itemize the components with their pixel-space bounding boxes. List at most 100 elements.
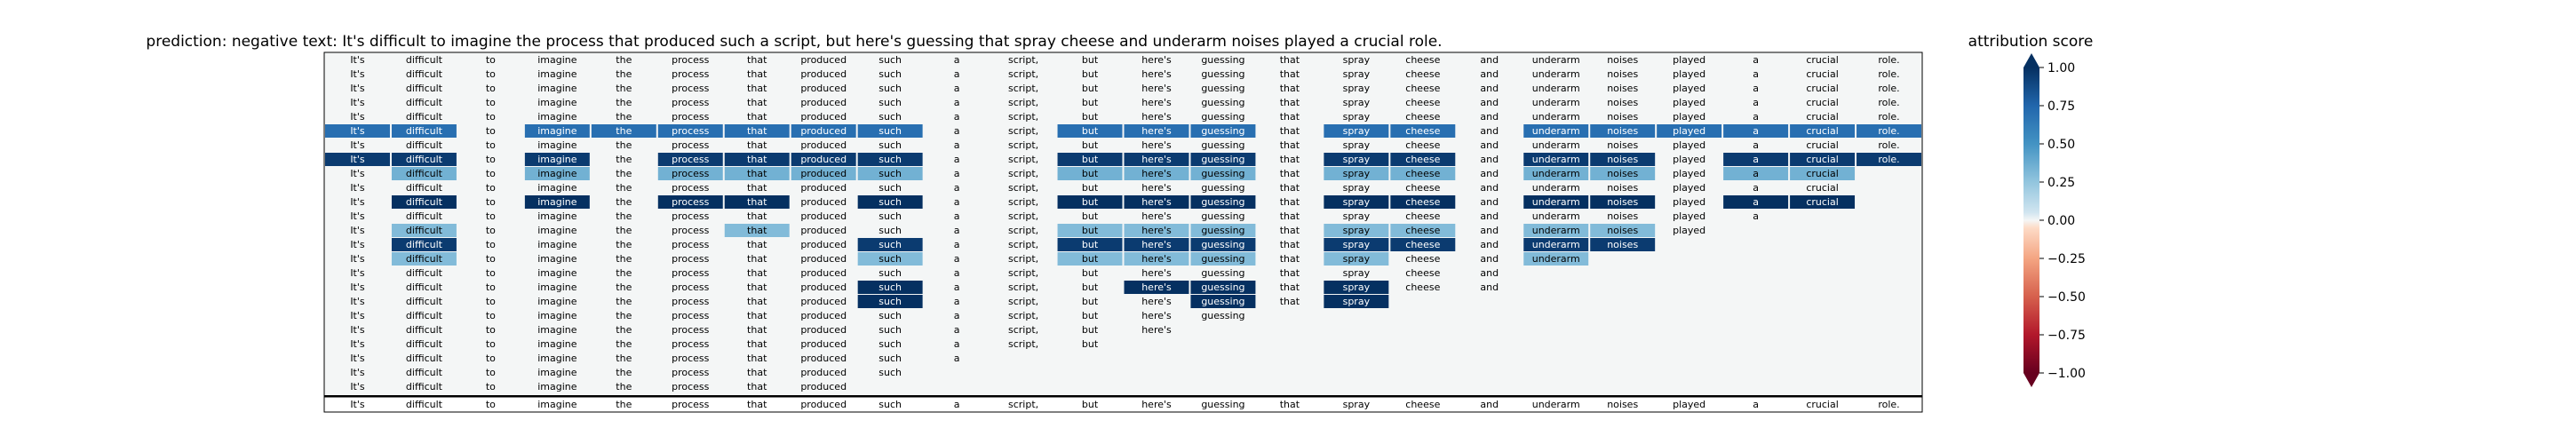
cell-token-label: role. (1878, 154, 1899, 165)
cell-token-label: a (954, 210, 960, 222)
cell-token-label: crucial (1806, 111, 1838, 123)
cell-token-label: and (1480, 168, 1499, 179)
cell-token-label: crucial (1806, 83, 1838, 94)
cell-token-label: but (1082, 324, 1099, 336)
cell-token-label: script, (1008, 83, 1038, 94)
cell-token-label: that (1280, 196, 1300, 208)
cell-token-label: difficult (406, 210, 443, 222)
cell-token-label: process (672, 154, 710, 165)
cell-token-label: here's (1141, 196, 1172, 208)
heatmap-cell (1190, 224, 1256, 237)
cell-token-label: but (1082, 125, 1099, 137)
heatmap-cell (1657, 124, 1722, 138)
cell-token-label: script, (1008, 54, 1038, 66)
cell-token-label: a (1753, 83, 1759, 94)
cell-token-label: the (616, 281, 632, 293)
cell-token-label: but (1082, 83, 1099, 94)
cell-token-label: the (616, 196, 632, 208)
cell-token-label: played (1673, 154, 1705, 165)
cell-token-label: that (747, 111, 767, 123)
heatmap-cell (1124, 238, 1189, 251)
cell-token-label: a (954, 154, 960, 165)
cell-token-label: that (1280, 281, 1300, 293)
cell-token-label: spray (1343, 267, 1371, 279)
cell-token-label: played (1673, 83, 1705, 94)
cell-token-label: a (1753, 182, 1759, 194)
cell-token-label: noises (1607, 111, 1638, 123)
cell-token-label: but (1082, 168, 1099, 179)
cell-token-label: but (1082, 182, 1099, 194)
cell-token-label: but (1082, 338, 1099, 350)
axis-token-label: noises (1607, 399, 1638, 410)
cell-token-label: a (954, 54, 960, 66)
cell-token-label: produced (800, 281, 847, 293)
cell-token-label: difficult (406, 182, 443, 194)
heatmap-row: It's difficult to imagine the process that prod… (350, 252, 1589, 266)
heatmap-cell (1190, 238, 1256, 251)
axis-token-label: to (486, 399, 496, 410)
cell-token-label: noises (1607, 225, 1638, 236)
cell-token-label: played (1673, 139, 1705, 151)
cell-token-label: produced (800, 68, 847, 80)
cell-token-label: It's (350, 225, 365, 236)
cell-token-label: such (879, 210, 902, 222)
heatmap-row: It's difficult to imagine the process that prod… (350, 224, 1705, 237)
cell-token-label: difficult (406, 267, 443, 279)
heatmap-cell (1057, 167, 1123, 180)
cell-token-label: played (1673, 182, 1705, 194)
cell-token-label: but (1082, 267, 1099, 279)
heatmap-cell (391, 153, 457, 166)
cell-token-label: underarm (1532, 54, 1580, 66)
cell-token-label: difficult (406, 139, 443, 151)
axis-token-label: underarm (1532, 399, 1580, 410)
cell-token-label: but (1082, 253, 1099, 265)
heatmap-cell (1190, 153, 1256, 166)
cell-token-label: to (486, 267, 496, 279)
axis-token-label: imagine (537, 399, 577, 410)
cell-token-label: a (954, 97, 960, 108)
axis-token-label: produced (800, 399, 847, 410)
cell-token-label: It's (350, 324, 365, 336)
cell-token-label: that (747, 381, 767, 392)
cell-token-label: script, (1008, 68, 1038, 80)
cell-token-label: guessing (1201, 83, 1244, 94)
cell-token-label: It's (350, 253, 365, 265)
colorbar-tick-label: 0.00 (2047, 214, 2075, 228)
cell-token-label: difficult (406, 253, 443, 265)
cell-token-label: a (954, 353, 960, 364)
cell-token-label: to (486, 125, 496, 137)
heatmap-cell (1390, 167, 1456, 180)
cell-token-label: that (747, 239, 767, 250)
heatmap-cell (1790, 167, 1856, 180)
cell-token-label: difficult (406, 310, 443, 321)
cell-token-label: a (954, 296, 960, 307)
heatmap-row: It's difficult to imagine the process that prod… (350, 295, 1389, 308)
axis-token-label: crucial (1806, 399, 1838, 410)
cell-token-label: noises (1607, 196, 1638, 208)
cell-token-label: It's (350, 281, 365, 293)
cell-token-label: such (879, 139, 902, 151)
cell-token-label: here's (1141, 225, 1172, 236)
heatmap-frame (323, 52, 1923, 398)
cell-token-label: spray (1343, 296, 1371, 307)
cell-token-label: It's (350, 267, 365, 279)
cell-token-label: script, (1008, 97, 1038, 108)
heatmap-row: It's difficult to imagine the process that prod… (350, 83, 1899, 94)
cell-token-label: guessing (1201, 267, 1244, 279)
cell-token-label: that (747, 281, 767, 293)
cell-token-label: difficult (406, 381, 443, 392)
cell-token-label: noises (1607, 68, 1638, 80)
cell-token-label: imagine (537, 381, 577, 392)
heatmap-row: It's difficult to imagine the process that prod… (350, 367, 902, 378)
cell-token-label: a (954, 111, 960, 123)
cell-token-label: the (616, 68, 632, 80)
cell-token-label: It's (350, 168, 365, 179)
cell-token-label: that (747, 210, 767, 222)
cell-token-label: here's (1141, 168, 1172, 179)
cell-token-label: a (954, 125, 960, 137)
cell-token-label: such (879, 338, 902, 350)
heatmap-cell (1124, 281, 1189, 294)
cell-token-label: the (616, 125, 632, 137)
cell-token-label: noises (1607, 210, 1638, 222)
cell-token-label: spray (1343, 225, 1371, 236)
